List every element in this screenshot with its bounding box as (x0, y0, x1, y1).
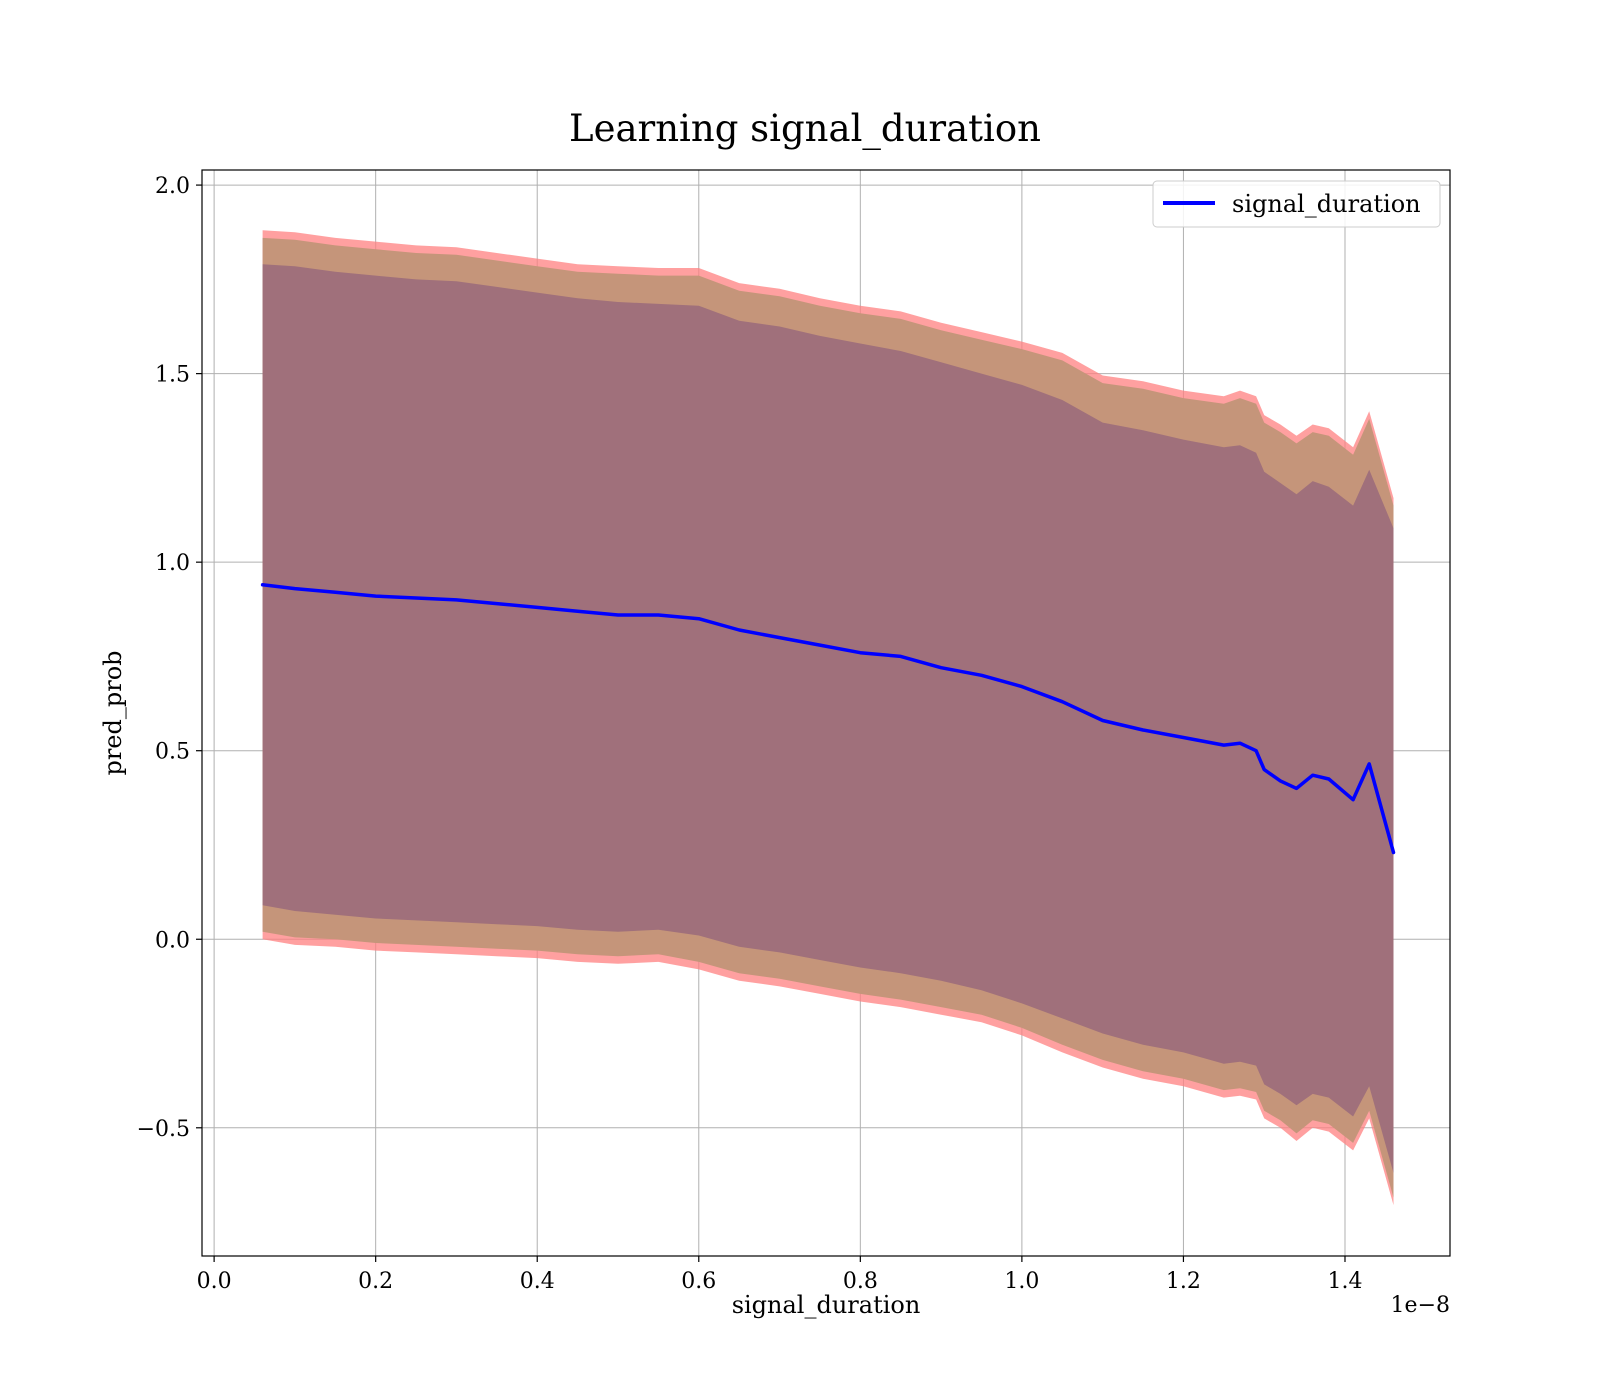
y-tick-label: 0.0 (155, 928, 190, 953)
chart-title: Learning signal_duration (569, 107, 1041, 151)
x-axis-label: signal_duration (732, 1291, 921, 1319)
x-tick-label: 1.0 (1004, 1269, 1039, 1294)
x-tick-label: 1.2 (1166, 1269, 1201, 1294)
y-tick-label: 1.5 (155, 363, 190, 388)
series-line-signal-duration (260, 583, 1396, 855)
legend-box (1152, 180, 1441, 228)
x-axis-offset-label: 1e−8 (1391, 1293, 1450, 1318)
y-tick-label: 1.0 (155, 551, 190, 576)
y-tick-label: 0.5 (155, 740, 190, 765)
x-axis-ticks: 0.0 0.2 0.4 0.6 0.8 1.0 1.2 1.4 (197, 1256, 1362, 1294)
y-tick-label: −0.5 (137, 1117, 190, 1142)
x-tick-label: 0.0 (197, 1269, 232, 1294)
x-tick-label: 0.8 (843, 1269, 878, 1294)
plot-frame (201, 169, 1451, 1257)
x-tick-label: 0.6 (681, 1269, 716, 1294)
y-axis-ticks: −0.5 0.0 0.5 1.0 1.5 2.0 (137, 174, 202, 1142)
legend-label-signal-duration: signal_duration (1232, 190, 1421, 218)
x-tick-label: 0.2 (358, 1269, 393, 1294)
y-axis-label: pred_prob (99, 650, 127, 775)
confidence-bands (262, 230, 1394, 1206)
series-lines (260, 583, 1396, 855)
band-inner (262, 264, 1394, 1173)
x-tick-label: 1.4 (1327, 1269, 1362, 1294)
x-tick-label: 0.4 (520, 1269, 555, 1294)
legend: signal_duration (1152, 180, 1441, 228)
y-tick-label: 2.0 (155, 174, 190, 199)
